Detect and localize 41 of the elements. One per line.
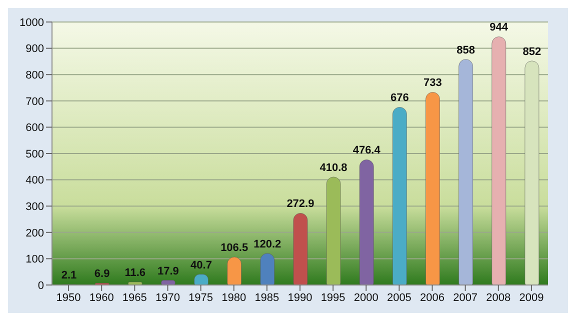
data-label: 676 <box>390 92 409 104</box>
x-tick-label: 1990 <box>288 292 312 304</box>
x-tick-label: 1995 <box>320 292 346 304</box>
data-label: 272.9 <box>286 198 314 210</box>
y-tick-label: 100 <box>26 254 44 266</box>
data-label: 944 <box>490 22 509 34</box>
data-label: 410.8 <box>320 162 348 174</box>
y-tick-label: 600 <box>26 122 44 134</box>
data-label: 6.9 <box>94 268 110 280</box>
data-label: 476.4 <box>352 144 382 157</box>
y-tick-label: 400 <box>26 174 44 187</box>
y-tick-label: 0 <box>38 280 44 292</box>
y-tick-label: 200 <box>26 227 44 240</box>
x-tick-label: 1960 <box>89 292 114 304</box>
data-label: 858 <box>456 44 475 56</box>
data-label: 17.9 <box>157 265 179 278</box>
y-tick-label: 700 <box>26 96 44 108</box>
y-tick-label: 800 <box>26 70 44 82</box>
x-tick-label: 2008 <box>486 292 511 304</box>
y-tick-label: 900 <box>26 43 44 56</box>
x-tick-label: 1980 <box>222 292 246 304</box>
x-tick-label: 1985 <box>254 292 280 304</box>
y-tick-label: 500 <box>26 148 44 160</box>
y-tick-label: 1000 <box>20 16 44 29</box>
x-tick-label: 1975 <box>188 292 214 304</box>
x-tick-label: 2006 <box>420 292 445 304</box>
x-tick-label: 1965 <box>122 292 147 304</box>
data-label: 106.5 <box>220 242 248 254</box>
data-label: 2.1 <box>61 269 77 282</box>
data-label: 120.2 <box>254 238 282 250</box>
x-tick-label: 1970 <box>155 292 180 304</box>
x-tick-label: 2005 <box>386 292 412 304</box>
data-label: 733 <box>424 77 442 90</box>
x-tick-label: 1950 <box>56 292 81 304</box>
y-tick-label: 300 <box>26 201 44 214</box>
data-label: 852 <box>522 46 542 58</box>
data-label: 11.6 <box>124 266 146 279</box>
data-label: 40.7 <box>190 259 212 272</box>
x-tick-label: 2007 <box>453 292 478 304</box>
x-tick-label: 2000 <box>354 292 378 304</box>
x-tick-label: 2009 <box>519 292 544 304</box>
